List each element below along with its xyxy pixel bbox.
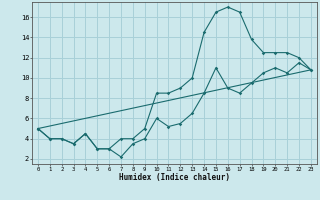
X-axis label: Humidex (Indice chaleur): Humidex (Indice chaleur)	[119, 173, 230, 182]
